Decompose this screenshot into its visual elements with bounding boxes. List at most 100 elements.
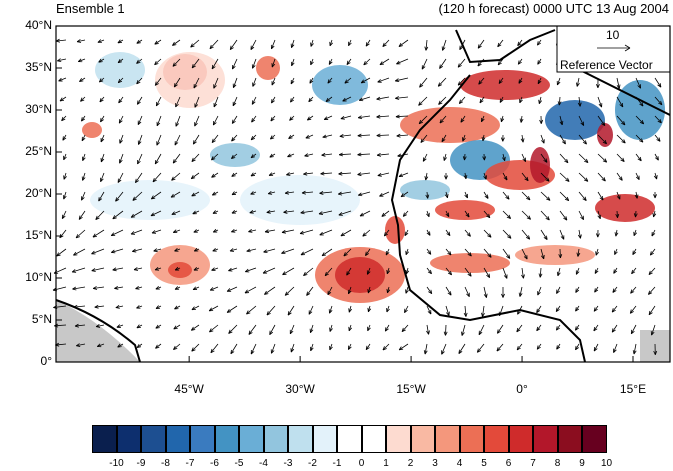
wind-vector-head xyxy=(632,250,637,255)
wind-vector xyxy=(81,115,86,122)
wind-vector xyxy=(540,210,550,221)
wind-vector xyxy=(231,134,238,142)
colorbar-label: -8 xyxy=(161,458,170,469)
wind-vector-head xyxy=(541,139,545,144)
wind-vector-head xyxy=(441,137,446,143)
wind-vector-head xyxy=(521,274,525,279)
wind-vector-head xyxy=(173,82,178,88)
wind-vector-head xyxy=(612,288,617,293)
wind-vector-head xyxy=(481,312,485,317)
wind-vector-head xyxy=(545,177,550,182)
wind-vector xyxy=(348,305,352,313)
wind-vector-head xyxy=(467,252,472,257)
wind-vector xyxy=(418,96,428,106)
wind-vector-head xyxy=(650,331,655,336)
wind-vector-head xyxy=(556,345,561,350)
wind-vector-head xyxy=(92,286,98,290)
wind-vector-head xyxy=(478,80,483,85)
wind-vector xyxy=(250,39,257,50)
colorbar-label: -6 xyxy=(210,458,219,469)
wind-vector xyxy=(338,191,352,195)
wind-vector-head xyxy=(441,350,445,355)
wind-vector-head xyxy=(81,117,86,122)
wind-vector xyxy=(635,115,644,125)
wind-vector xyxy=(517,58,523,65)
wind-vector-head xyxy=(365,42,370,47)
wind-vector xyxy=(477,39,485,49)
wind-vector xyxy=(155,343,162,349)
wind-vector xyxy=(629,305,637,314)
wind-vector xyxy=(231,115,238,124)
wind-vector xyxy=(156,134,162,146)
wind-vector-head xyxy=(320,171,325,176)
wind-vector-head xyxy=(564,158,569,164)
wind-vector xyxy=(461,324,466,336)
wind-vector xyxy=(321,153,333,156)
wind-vector-head xyxy=(91,250,96,255)
wind-vector-head xyxy=(555,326,560,331)
wind-vector-head xyxy=(290,43,295,48)
wind-vector-head xyxy=(172,229,178,234)
wind-vector-head xyxy=(154,266,160,271)
wind-vector-head xyxy=(405,269,410,275)
colorbar-label: 1 xyxy=(383,458,389,469)
wind-vector-head xyxy=(329,327,333,332)
wind-vector xyxy=(76,343,86,347)
wind-vector-head xyxy=(117,59,123,64)
wind-vector-head xyxy=(537,291,541,296)
wind-vector-head xyxy=(637,156,642,162)
wind-vector xyxy=(342,96,352,102)
wind-vector-head xyxy=(427,250,432,255)
wind-vector-head xyxy=(423,350,428,355)
wind-vector xyxy=(635,153,642,162)
wind-vector-head xyxy=(94,304,99,309)
wind-vector xyxy=(154,58,162,66)
wind-vector xyxy=(329,305,333,314)
wind-vector-head xyxy=(136,39,141,44)
wind-vector xyxy=(135,172,143,183)
wind-vector xyxy=(464,191,468,199)
wind-vector xyxy=(229,39,238,50)
wind-vector-head xyxy=(290,348,295,353)
wind-vector xyxy=(327,77,333,84)
wind-vector-head xyxy=(398,173,404,178)
colorbar-swatch xyxy=(92,425,117,453)
wind-vector xyxy=(575,324,580,331)
wind-vector-head xyxy=(270,117,275,122)
wind-vector-head xyxy=(73,304,78,309)
wind-vector-head xyxy=(486,213,491,219)
wind-vector-head xyxy=(385,251,390,256)
wind-vector xyxy=(100,134,105,143)
wind-vector xyxy=(426,248,432,255)
wind-vector-head xyxy=(282,271,287,276)
y-tick-label: 20°N xyxy=(25,186,52,200)
wind-vector xyxy=(611,324,618,333)
colorbar-swatch xyxy=(533,425,558,453)
wind-vector-head xyxy=(382,346,387,351)
wind-vector-head xyxy=(614,232,619,237)
wind-vector xyxy=(540,134,545,144)
wind-vector xyxy=(362,229,371,237)
wind-vector xyxy=(457,77,466,86)
wind-vector-head xyxy=(500,137,505,142)
colorbar-swatch xyxy=(190,425,215,453)
wind-vector-head xyxy=(230,349,235,355)
wind-vector-head xyxy=(322,134,327,139)
wind-vector xyxy=(459,39,466,50)
wind-vector xyxy=(324,267,333,277)
wind-vector xyxy=(521,267,524,279)
wind-vector xyxy=(597,172,606,182)
wind-vector-head xyxy=(346,60,351,65)
wind-vector-head xyxy=(98,197,103,202)
wind-vector-head xyxy=(232,83,237,88)
wind-vector xyxy=(174,134,181,146)
wind-vector xyxy=(400,191,409,198)
wind-vector xyxy=(263,248,276,253)
wind-vector-head xyxy=(614,250,618,255)
wind-vector-head xyxy=(263,249,268,254)
wind-vector-head xyxy=(284,190,290,195)
wind-vector xyxy=(483,210,491,218)
wind-vector xyxy=(269,324,276,335)
wind-vector-head xyxy=(556,289,560,294)
wind-vector xyxy=(137,115,143,125)
